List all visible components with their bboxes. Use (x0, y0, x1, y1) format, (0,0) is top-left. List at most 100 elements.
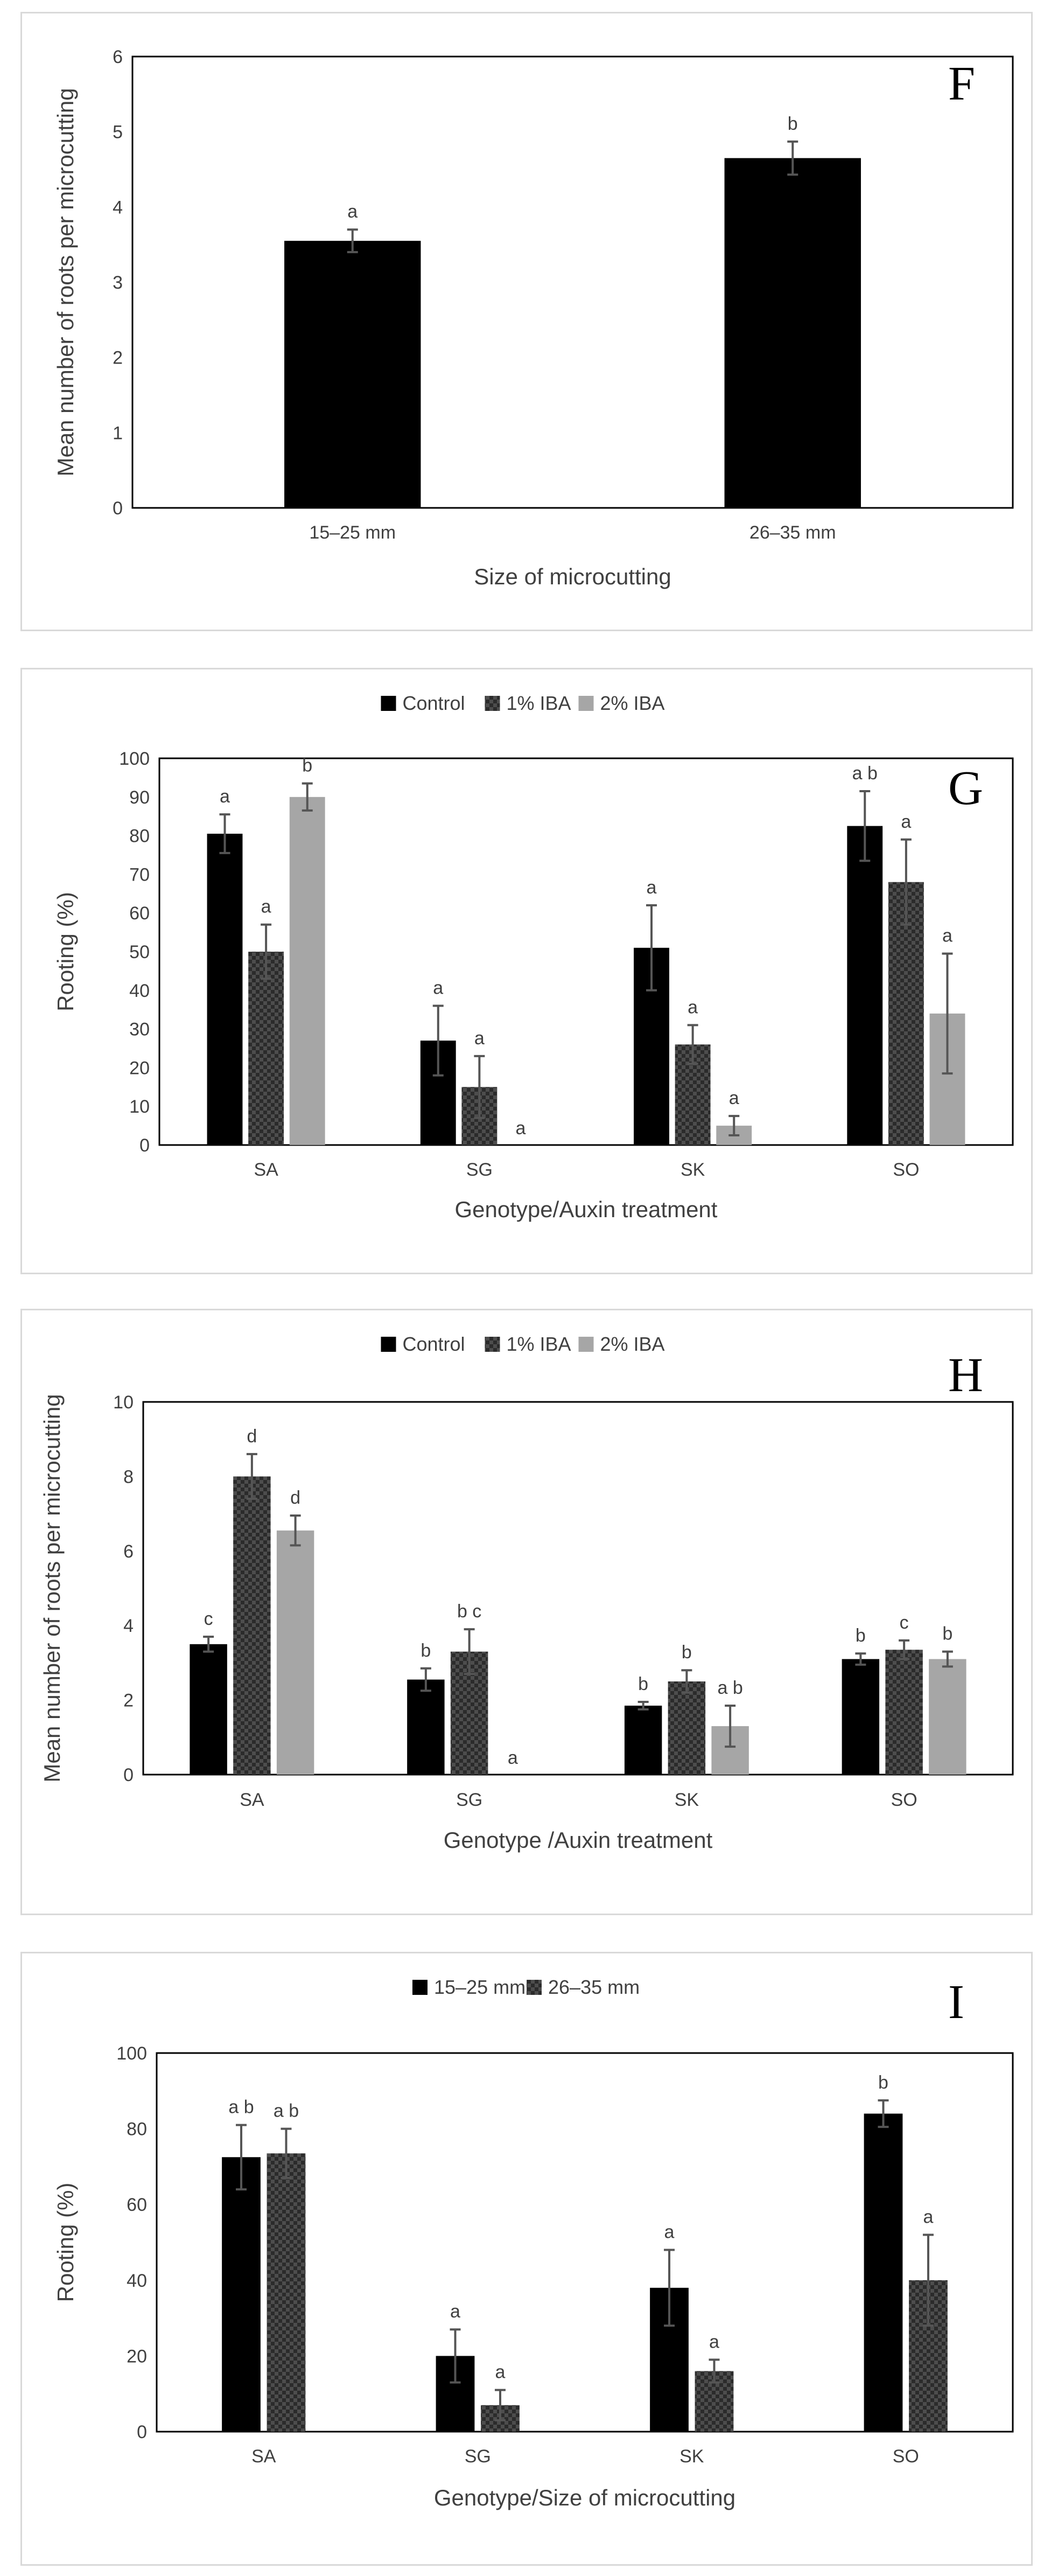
y-tick-label: 30 (129, 1020, 150, 1040)
chart-panel-g: 0 10 20 30 40 50 60 70 80 90 100 Rooting (%) Genotyp… (20, 668, 1033, 1274)
significance-label: a (220, 786, 230, 807)
x-tick-label: SG (466, 1160, 493, 1180)
y-tick-label: 6 (113, 47, 123, 67)
bar (888, 882, 924, 1145)
x-axis-title: Genotype /Auxin treatment (444, 1827, 713, 1853)
panel-letter: H (948, 1349, 983, 1402)
y-tick-label: 0 (139, 1135, 150, 1156)
y-tick-label: 40 (127, 2271, 147, 2291)
bar (864, 2113, 903, 2432)
bar (276, 1530, 314, 1775)
significance-label: a (508, 1748, 518, 1768)
significance-label: a (433, 978, 443, 999)
y-tick-label: 80 (129, 826, 150, 847)
x-tick-label: SO (893, 2446, 919, 2467)
legend-swatch (485, 1337, 500, 1352)
significance-label: b c (457, 1601, 481, 1622)
y-tick-label: 70 (129, 864, 150, 885)
legend-label: 15–25 mm (434, 1976, 526, 1998)
significance-label: a (729, 1088, 739, 1108)
significance-label: a (516, 1118, 526, 1139)
significance-label: a b (228, 2097, 254, 2118)
x-axis-title: Genotype/Auxin treatment (455, 1197, 718, 1222)
significance-label: a (347, 201, 358, 222)
significance-label: a b (852, 763, 878, 784)
x-tick-label: SO (893, 1160, 919, 1180)
significance-label: c (900, 1612, 909, 1633)
bar (624, 1705, 662, 1775)
significance-label: a (942, 926, 952, 946)
bar (407, 1679, 445, 1775)
y-tick-label: 20 (129, 1058, 150, 1078)
chart-panel-i: 0 20 40 60 80 100 Rooting (%) Genotype/Size of … (20, 1952, 1033, 2566)
significance-label: a (261, 897, 271, 917)
y-tick-label: 0 (123, 1765, 134, 1785)
significance-label: c (204, 1609, 213, 1629)
significance-label: b (878, 2072, 888, 2093)
legend-label: 2% IBA (600, 1333, 665, 1355)
y-tick-label: 20 (127, 2346, 147, 2366)
y-tick-label: 100 (119, 749, 150, 769)
x-tick-label: 15–25 mm (309, 522, 396, 543)
significance-label: a b (274, 2101, 299, 2121)
chart-i: 0 20 40 60 80 100 Rooting (%) Genotype/Size of … (53, 1975, 1014, 2510)
plot-frame (142, 1401, 1014, 1776)
chart-panel-h: 0 2 4 6 8 10 Mean number of roots per microcut… (20, 1309, 1033, 1915)
significance-label: a (647, 877, 657, 898)
y-tick-label: 40 (129, 981, 150, 1001)
legend-label: 26–35 mm (548, 1976, 640, 1998)
x-tick-label: SG (465, 2446, 491, 2467)
chart-panel-f: 0 1 2 3 4 5 6 Mean number of roots per microcut… (20, 12, 1033, 631)
significance-label: b (788, 114, 798, 134)
y-axis-title: Rooting (%) (53, 892, 78, 1011)
legend-swatch (412, 1980, 428, 1995)
bar (190, 1644, 227, 1775)
significance-label: b (638, 1674, 648, 1694)
bar (842, 1659, 880, 1775)
y-tick-label: 90 (129, 787, 150, 808)
y-tick-label: 4 (113, 197, 123, 218)
plot-frame (156, 2052, 1014, 2433)
chart-h: 0 2 4 6 8 10 Mean number of roots per microcut… (39, 1333, 1014, 1853)
x-axis-title: Size of microcutting (474, 564, 671, 589)
y-tick-label: 60 (127, 2195, 147, 2215)
significance-label: b (682, 1642, 692, 1663)
legend-swatch (485, 696, 500, 711)
y-tick-label: 60 (129, 903, 150, 924)
x-tick-label: 26–35 mm (749, 522, 836, 543)
significance-label: a (474, 1028, 485, 1049)
plot-frame (131, 55, 1014, 509)
x-tick-label: SA (251, 2446, 276, 2467)
significance-label: a (495, 2362, 506, 2383)
bar (847, 826, 883, 1145)
y-tick-label: 1 (113, 423, 123, 443)
legend-label: Control (403, 692, 465, 714)
legend-label: Control (403, 1333, 465, 1355)
y-tick-label: 5 (113, 122, 123, 143)
legend-swatch (527, 1980, 542, 1995)
x-axis-title: Genotype/Size of microcutting (434, 2485, 735, 2510)
significance-label: d (290, 1488, 300, 1508)
legend-label: 1% IBA (507, 1333, 571, 1355)
x-tick-label: SK (681, 1160, 705, 1180)
x-tick-label: SK (675, 1790, 699, 1810)
significance-label: b (942, 1624, 952, 1644)
bar (724, 158, 861, 508)
bar (284, 241, 421, 508)
bar (668, 1681, 706, 1775)
panel-letter: G (948, 762, 983, 815)
significance-label: b (421, 1640, 431, 1661)
x-tick-label: SA (240, 1790, 264, 1810)
legend-swatch (578, 696, 594, 711)
y-tick-label: 6 (123, 1541, 134, 1562)
chart-g: 0 10 20 30 40 50 60 70 80 90 100 Rooting (%) Genotyp… (53, 692, 1014, 1222)
y-tick-label: 0 (113, 498, 123, 519)
bar (222, 2157, 261, 2432)
legend-swatch (381, 696, 396, 711)
legend-swatch (578, 1337, 594, 1352)
bar (267, 2153, 306, 2432)
legend-label: 1% IBA (507, 692, 571, 714)
y-tick-label: 4 (123, 1616, 134, 1636)
y-axis-title: Rooting (%) (53, 2183, 78, 2302)
x-tick-label: SG (456, 1790, 482, 1810)
